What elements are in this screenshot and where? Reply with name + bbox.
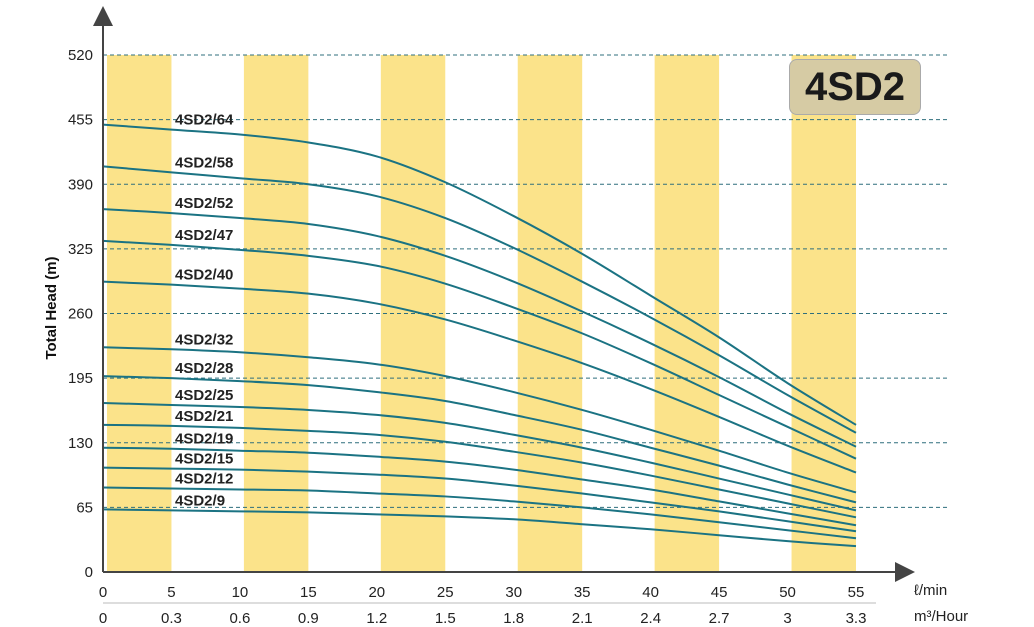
curve-4sd2-25 bbox=[102, 401, 857, 512]
x2-tick-label: 1.5 bbox=[435, 610, 456, 627]
curve-4sd2-9 bbox=[102, 508, 857, 548]
curve-labels: 4SD2/64 4SD2/58 4SD2/52 4SD2/47 4SD2/40 4SD2/… bbox=[175, 112, 234, 510]
x-tick-label: 30 bbox=[505, 584, 522, 601]
y-tick-label: 0 bbox=[85, 564, 93, 581]
x-tick-label: 15 bbox=[300, 584, 317, 601]
y-tick-label: 455 bbox=[68, 112, 93, 129]
y-tick-label: 130 bbox=[68, 435, 93, 452]
y-tick-label: 390 bbox=[68, 176, 93, 193]
x2-unit-label: m³/Hour bbox=[914, 608, 968, 625]
x-unit-label: ℓ/min bbox=[914, 582, 947, 599]
x2-tick-label: 0 bbox=[99, 610, 107, 627]
curve-label: 4SD2/58 bbox=[175, 154, 233, 171]
curve-4sd2-32 bbox=[102, 346, 857, 494]
y-tick-label: 325 bbox=[68, 241, 93, 258]
y-tick-label: 195 bbox=[68, 370, 93, 387]
curve-4sd2-64 bbox=[102, 123, 857, 426]
curves bbox=[102, 123, 857, 548]
x-tick-label: 45 bbox=[711, 584, 728, 601]
x-tick-labels: 0 5 10 15 20 25 30 35 40 45 50 55 bbox=[99, 584, 865, 601]
curve-label: 4SD2/64 bbox=[175, 112, 234, 129]
axes bbox=[93, 6, 915, 604]
curve-label: 4SD2/12 bbox=[175, 470, 233, 487]
x2-tick-label: 1.2 bbox=[366, 610, 387, 627]
x2-tick-label: 2.7 bbox=[709, 610, 730, 627]
curve-label: 4SD2/32 bbox=[175, 331, 233, 348]
curve-label: 4SD2/52 bbox=[175, 195, 233, 212]
y-tick-label: 65 bbox=[76, 499, 93, 516]
curve-label: 4SD2/47 bbox=[175, 227, 233, 244]
x2-tick-label: 0.3 bbox=[161, 610, 182, 627]
curve-label: 4SD2/19 bbox=[175, 431, 233, 448]
x-tick-label: 5 bbox=[167, 584, 175, 601]
curve-label: 4SD2/40 bbox=[175, 267, 233, 284]
x-tick-label: 25 bbox=[437, 584, 454, 601]
curve-4sd2-58 bbox=[102, 165, 857, 434]
curve-4sd2-21 bbox=[102, 423, 857, 519]
curve-4sd2-19 bbox=[102, 446, 857, 527]
curve-4sd2-12 bbox=[102, 486, 857, 540]
x2-tick-label: 1.8 bbox=[503, 610, 524, 627]
curve-4sd2-28 bbox=[102, 375, 857, 504]
y-axis-title: Total Head (m) bbox=[43, 256, 60, 359]
x-tick-label: 20 bbox=[368, 584, 385, 601]
x-tick-label: 0 bbox=[99, 584, 107, 601]
curve-label: 4SD2/25 bbox=[175, 387, 233, 404]
x2-tick-labels: 0 0.3 0.6 0.9 1.2 1.5 1.8 2.1 2.4 2.7 3 3.3 bbox=[99, 610, 867, 627]
curve-label: 4SD2/15 bbox=[175, 451, 233, 468]
x2-tick-label: 3.3 bbox=[846, 610, 867, 627]
curve-4sd2-52 bbox=[102, 208, 857, 448]
x2-tick-label: 2.1 bbox=[572, 610, 593, 627]
model-badge: 4SD2 bbox=[789, 59, 921, 115]
y-tick-labels: 0 65 130 195 260 325 390 455 520 bbox=[68, 47, 93, 581]
x-tick-label: 50 bbox=[779, 584, 796, 601]
x2-tick-label: 2.4 bbox=[640, 610, 661, 627]
curve-label: 4SD2/9 bbox=[175, 492, 225, 509]
x-tick-label: 10 bbox=[232, 584, 249, 601]
curve-4sd2-47 bbox=[102, 239, 857, 460]
gridlines bbox=[103, 54, 950, 508]
curve-4sd2-15 bbox=[102, 466, 857, 533]
curve-label: 4SD2/21 bbox=[175, 408, 233, 425]
x2-tick-label: 0.6 bbox=[229, 610, 250, 627]
y-tick-label: 520 bbox=[68, 47, 93, 64]
y-tick-label: 260 bbox=[68, 306, 93, 323]
x-tick-label: 55 bbox=[848, 584, 865, 601]
x-tick-label: 35 bbox=[574, 584, 591, 601]
curve-label: 4SD2/28 bbox=[175, 360, 233, 377]
curve-4sd2-40 bbox=[102, 280, 857, 474]
x-tick-label: 40 bbox=[642, 584, 659, 601]
x2-tick-label: 0.9 bbox=[298, 610, 319, 627]
x2-tick-label: 3 bbox=[783, 610, 791, 627]
